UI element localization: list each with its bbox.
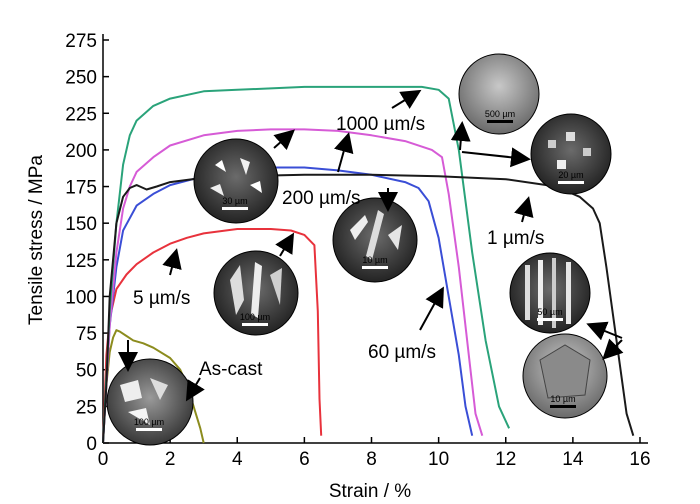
label-1000um: 1000 µm/s [336, 114, 425, 135]
arrow-60um-curve [419, 286, 444, 331]
y-tick-label: 50 [76, 361, 97, 382]
x-tick-label: 12 [495, 449, 516, 470]
y-tick-label: 250 [65, 68, 97, 89]
micrographs: 100 µm 100 µm 30 µm 10 µm [106, 53, 612, 446]
y-tick-label: 100 [65, 287, 97, 308]
micrograph-scale-label: 100 µm [240, 312, 270, 322]
x-tick-label: 10 [428, 449, 449, 470]
x-tick-label: 14 [562, 449, 584, 470]
micrograph-60um: 10 µm [332, 197, 418, 283]
micrograph-1um-a: 50 µm [509, 252, 591, 334]
x-tick-label: 4 [232, 449, 243, 470]
y-tick-label: 125 [65, 251, 97, 272]
y-tick-label: 0 [86, 434, 97, 455]
arrow-1000um-micrograph-a [450, 121, 471, 151]
y-tick-label: 75 [76, 324, 97, 345]
micrograph-5um: 100 µm [213, 250, 299, 336]
micrograph-as-cast: 100 µm [106, 358, 194, 446]
arrow-200um-curve [334, 132, 354, 173]
x-tick-label: 8 [366, 449, 377, 470]
arrow-5um-curve [162, 248, 182, 276]
y-axis-title: Tensile stress / MPa [26, 155, 47, 325]
label-60um: 60 µm/s [368, 342, 436, 363]
y-tick-label: 150 [65, 214, 97, 235]
series-line-60-m-s [102, 166, 474, 444]
x-tick-label: 2 [165, 449, 176, 470]
arrow-as-cast-curve [185, 377, 205, 402]
y-tick-label: 200 [65, 141, 97, 162]
label-200um: 200 µm/s [282, 188, 361, 209]
micrograph-scale-label: 10 µm [550, 394, 575, 404]
micrograph-200um: 30 µm [193, 138, 279, 224]
x-tick-label: 0 [98, 449, 109, 470]
arrow-1um-micrograph-a [586, 321, 623, 341]
arrow-1000um-micrograph-b [461, 147, 531, 168]
annotation-arrows [118, 89, 624, 402]
y-ticks: 0 25 50 75 100 125 150 175 200 225 250 275 [65, 31, 109, 455]
arrow-1000um-curve [391, 89, 422, 109]
arrow-1um-micrograph-b [602, 338, 624, 360]
y-tick-label: 25 [76, 397, 97, 418]
micrograph-scale-label: 500 µm [485, 109, 515, 119]
micrograph-scale-label: 30 µm [222, 196, 247, 206]
series-line-5-m-s [102, 228, 323, 444]
y-tick-label: 225 [65, 104, 97, 125]
x-tick-label: 6 [299, 449, 310, 470]
micrograph-1000um-a: 500 µm [458, 53, 540, 135]
arrow-200um-micrograph [273, 129, 295, 151]
x-axis-title: Strain / % [329, 481, 411, 502]
label-as-cast: As-cast [199, 359, 263, 380]
y-tick-label: 275 [65, 31, 97, 52]
x-tick-label: 16 [629, 449, 650, 470]
arrow-1um-curve [514, 196, 534, 223]
series-line-1000-m-s [102, 85, 511, 444]
y-tick-label: 175 [65, 178, 97, 199]
micrograph-1000um-b: 20 µm [530, 113, 612, 195]
micrograph-scale-label: 20 µm [558, 170, 583, 180]
micrograph-scale-label: 10 µm [362, 255, 387, 265]
micrograph-scale-label: 100 µm [134, 417, 164, 427]
arrow-5um-micrograph [275, 232, 295, 257]
axes: 0 2 4 6 8 10 12 14 16 0 25 50 75 100 125 150 175 200 225 2… [26, 31, 651, 502]
label-1um: 1 µm/s [487, 228, 544, 249]
micrograph-1um-b: 10 µm [522, 333, 608, 419]
label-5um: 5 µm/s [133, 288, 190, 309]
x-ticks: 0 2 4 6 8 10 12 14 16 [98, 437, 651, 470]
annotation-labels: As-cast 5 µm/s 60 µm/s 200 µm/s 1000 µm/… [133, 114, 544, 380]
micrograph-scale-label: 50 µm [537, 307, 562, 317]
